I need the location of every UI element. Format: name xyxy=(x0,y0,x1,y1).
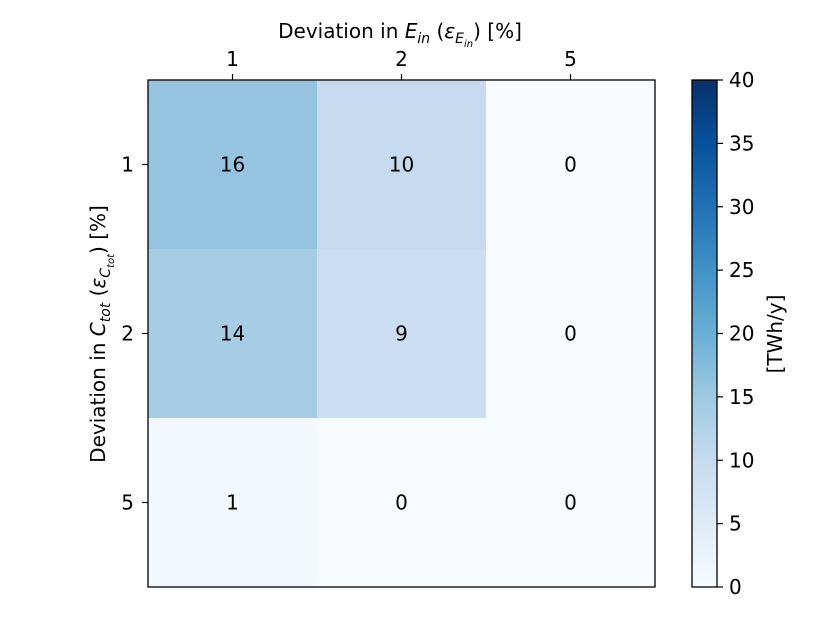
colorbar-tick-label: 35 xyxy=(729,131,754,155)
colorbar-tick-label: 10 xyxy=(729,448,754,472)
heatmap-cell xyxy=(148,418,318,588)
colorbar-label: [TWh/y] xyxy=(763,295,787,374)
y-axis-ticks: 1 2 5 xyxy=(121,153,148,515)
heatmap-cells xyxy=(148,80,656,588)
cell-value-label: 0 xyxy=(564,322,577,346)
heatmap-cell xyxy=(317,249,487,419)
heatmap-cell xyxy=(317,418,487,588)
cell-value-label: 16 xyxy=(220,153,245,177)
x-axis-label: Deviation in Ein (εEin) [%] xyxy=(278,19,522,50)
heatmap-cell xyxy=(486,418,656,588)
y-tick-label: 5 xyxy=(121,491,134,515)
colorbar-tick-label: 20 xyxy=(729,322,754,346)
cell-value-label: 0 xyxy=(564,491,577,515)
cell-value-labels: 16 10 014 9 01 0 0 xyxy=(220,153,577,515)
heatmap-cell xyxy=(486,249,656,419)
colorbar xyxy=(691,79,718,588)
colorbar-tick-label: 25 xyxy=(729,258,754,282)
cell-value-label: 9 xyxy=(395,322,408,346)
x-axis-ticks: 1 2 5 xyxy=(226,47,577,80)
heatmap-cell xyxy=(148,249,318,419)
x-tick-label: 2 xyxy=(395,47,408,71)
cell-value-label: 0 xyxy=(395,491,408,515)
cell-value-label: 0 xyxy=(564,153,577,177)
heatmap-cell xyxy=(148,80,318,250)
x-tick-label: 5 xyxy=(564,47,577,71)
colorbar-ticks: 0 5 10 15 20 25 30 35 40 xyxy=(717,68,754,599)
heatmap-cell xyxy=(486,80,656,250)
y-tick-label: 1 xyxy=(121,153,134,177)
y-axis-label: Deviation in Ctot (εCtot) [%] xyxy=(86,205,117,463)
colorbar-tick-label: 30 xyxy=(729,195,754,219)
cell-value-label: 10 xyxy=(389,153,414,177)
colorbar-tick-label: 40 xyxy=(729,68,754,92)
colorbar-tick-label: 15 xyxy=(729,385,754,409)
cell-value-label: 1 xyxy=(226,491,239,515)
cell-value-label: 14 xyxy=(220,322,245,346)
colorbar-tick-label: 0 xyxy=(729,575,742,599)
colorbar-tick-label: 5 xyxy=(729,512,742,536)
heatmap-cell xyxy=(317,80,487,250)
x-tick-label: 1 xyxy=(226,47,239,71)
y-tick-label: 2 xyxy=(121,322,134,346)
